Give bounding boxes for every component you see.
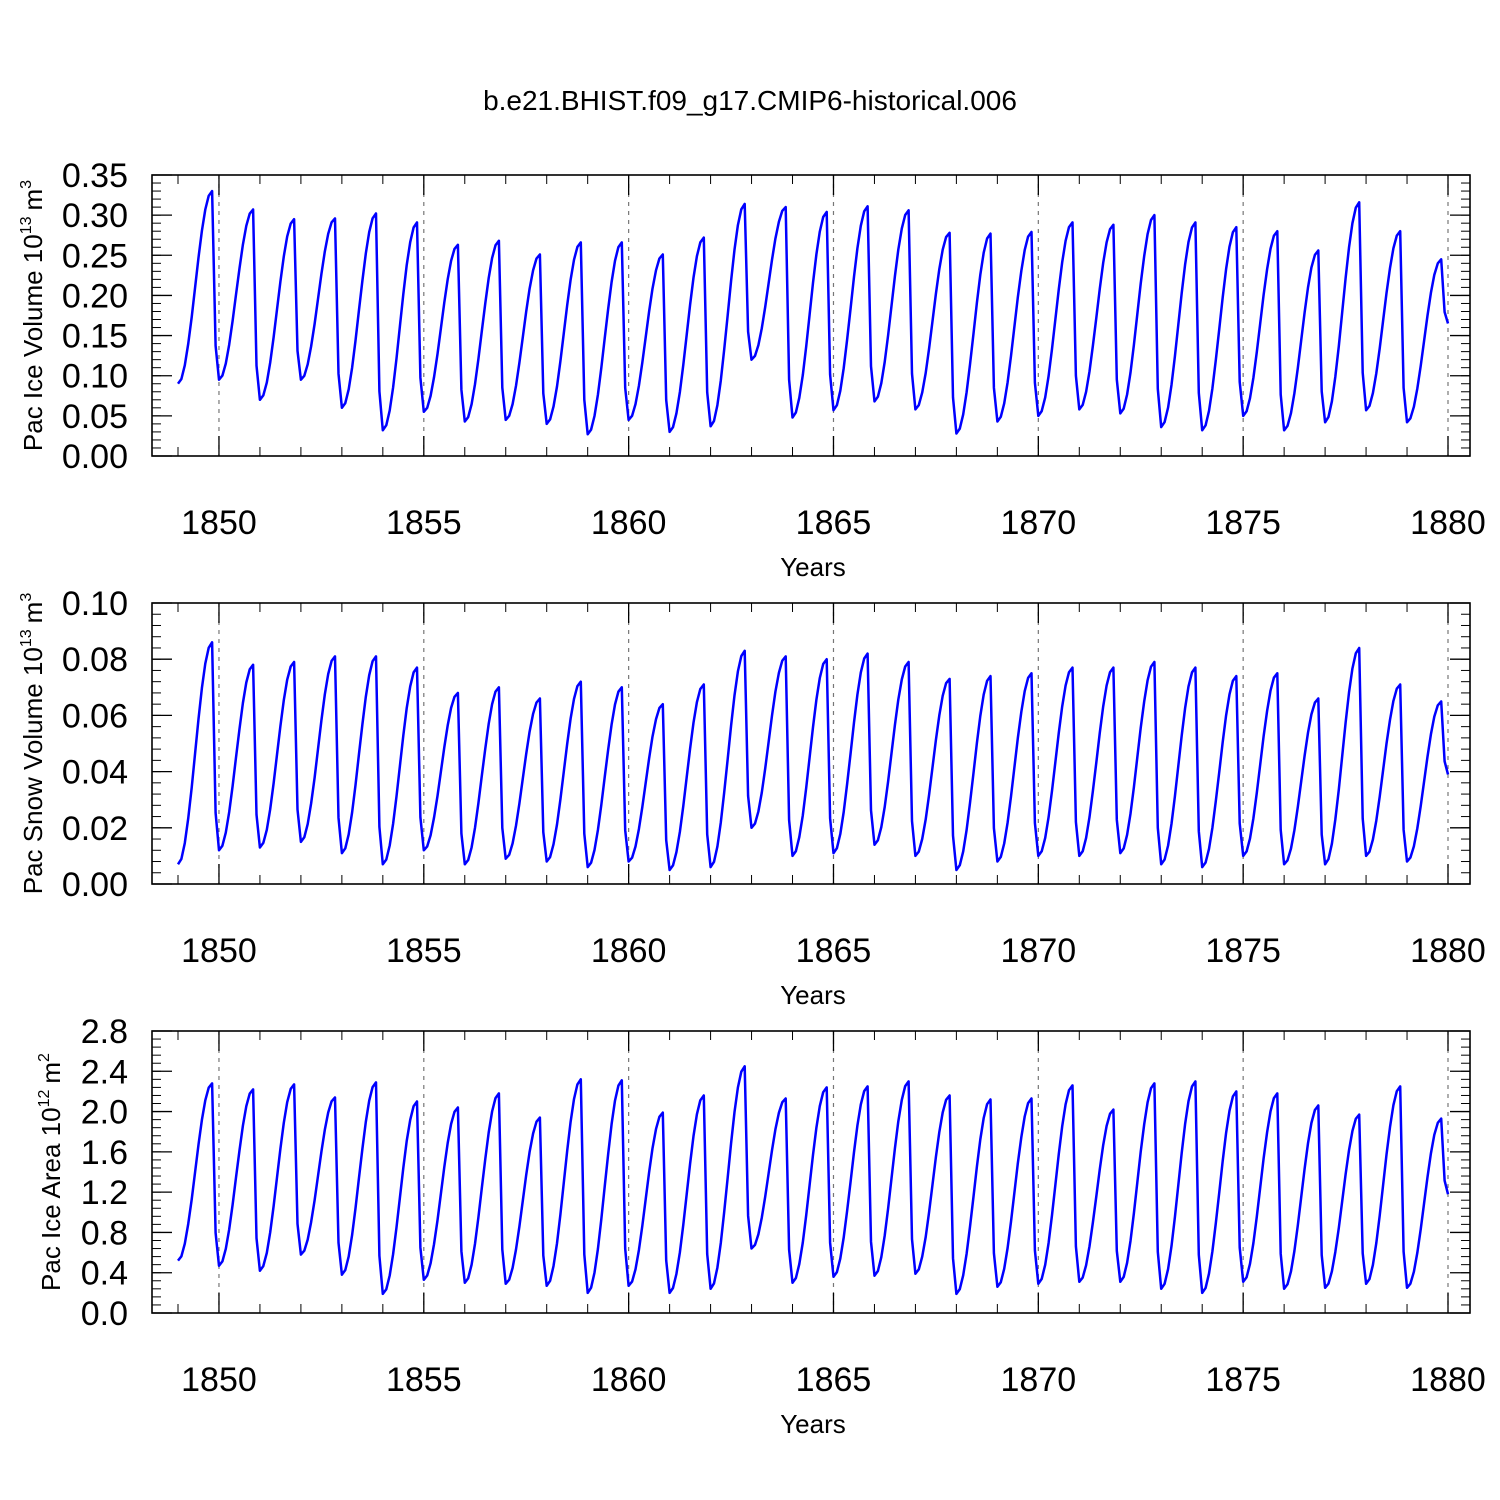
y-axis-label-exponent: 12 bbox=[36, 1090, 53, 1108]
x-tick-label: 1865 bbox=[796, 504, 872, 542]
y-tick-label: 0.00 bbox=[62, 438, 128, 476]
y-axis-label: Pac Ice Volume 1013 m3 bbox=[18, 180, 48, 451]
y-axis-label-unit: m bbox=[18, 189, 48, 211]
x-tick-labels: 1850 1855 1860 1865 1870 1875 1880 bbox=[181, 932, 1486, 970]
x-axis-label: Years bbox=[780, 980, 846, 1010]
ice-volume-series-line bbox=[176, 189, 1450, 436]
y-axis-label-main: Pac Ice Area 10 bbox=[36, 1107, 66, 1291]
x-tick-label: 1875 bbox=[1205, 1361, 1281, 1399]
x-tick-label: 1865 bbox=[796, 1361, 872, 1399]
y-tick-label: 0.35 bbox=[62, 157, 128, 195]
major-ticks bbox=[152, 174, 1470, 457]
x-tick-labels: 1850 1855 1860 1865 1870 1875 1880 bbox=[181, 1361, 1486, 1399]
x-tick-label: 1870 bbox=[1001, 504, 1077, 542]
y-tick-label: 2.0 bbox=[81, 1094, 128, 1132]
y-axis-label-exponent: 13 bbox=[18, 216, 35, 234]
plot-frame bbox=[151, 602, 1471, 885]
y-tick-label: 0.05 bbox=[62, 398, 128, 436]
major-ticks bbox=[152, 1030, 1470, 1314]
y-tick-labels: 0.00 0.02 0.04 0.06 0.08 0.10 bbox=[62, 585, 128, 904]
x-axis-label: Years bbox=[780, 1409, 846, 1439]
x-axis-label: Years bbox=[780, 552, 846, 582]
x-tick-label: 1850 bbox=[181, 1361, 257, 1399]
snow-volume-series-line bbox=[176, 641, 1450, 872]
y-tick-label: 0.10 bbox=[62, 358, 128, 396]
y-axis-label-unit-exponent: 3 bbox=[18, 593, 35, 602]
x-tick-label: 1880 bbox=[1410, 504, 1486, 542]
vertical-grid bbox=[218, 175, 1449, 456]
y-axis-label-unit: m bbox=[18, 602, 48, 624]
y-axis-label-unit-exponent: 3 bbox=[18, 180, 35, 189]
y-tick-label: 0.25 bbox=[62, 237, 128, 275]
y-tick-label: 0.06 bbox=[62, 697, 128, 735]
y-tick-label: 0.30 bbox=[62, 197, 128, 235]
y-tick-labels: 0.000.050.100.150.200.250.300.35 bbox=[62, 157, 128, 476]
y-axis-label: Pac Snow Volume 1013 m3 bbox=[18, 593, 48, 895]
y-tick-label: 0.4 bbox=[81, 1255, 128, 1293]
y-axis-label-unit: m bbox=[36, 1062, 66, 1084]
x-tick-label: 1855 bbox=[386, 1361, 462, 1399]
y-axis-label-unit-exponent: 2 bbox=[36, 1053, 53, 1062]
x-tick-label: 1865 bbox=[796, 932, 872, 970]
y-axis-label-exponent: 13 bbox=[18, 629, 35, 647]
y-tick-label: 0.02 bbox=[62, 810, 128, 848]
ice-area-panel: 1850 1855 1860 1865 1870 1875 1880 0.00.40.81.… bbox=[36, 1013, 1486, 1439]
y-tick-label: 1.6 bbox=[81, 1134, 128, 1172]
x-tick-label: 1880 bbox=[1410, 932, 1486, 970]
minor-ticks bbox=[152, 174, 1470, 457]
y-tick-label: 1.2 bbox=[81, 1174, 128, 1212]
y-tick-label: 0.10 bbox=[62, 585, 128, 623]
y-tick-label: 0.15 bbox=[62, 318, 128, 356]
x-tick-label: 1855 bbox=[386, 932, 462, 970]
y-tick-label: 0.00 bbox=[62, 866, 128, 904]
figure-title: b.e21.BHIST.f09_g17.CMIP6-historical.006 bbox=[483, 85, 1017, 116]
y-axis-label-main: Pac Ice Volume 10 bbox=[18, 234, 48, 451]
y-tick-labels: 0.00.40.81.21.62.02.42.8 bbox=[81, 1013, 128, 1333]
x-tick-label: 1875 bbox=[1205, 504, 1281, 542]
y-tick-label: 0.08 bbox=[62, 641, 128, 679]
y-tick-label: 0.04 bbox=[62, 754, 128, 792]
plot-frame bbox=[151, 1030, 1471, 1314]
y-axis-label-main: Pac Snow Volume 10 bbox=[18, 647, 48, 894]
x-tick-labels: 1850 1855 1860 1865 1870 1875 1880 bbox=[181, 504, 1486, 542]
y-tick-label: 0.8 bbox=[81, 1214, 128, 1252]
y-axis-label: Pac Ice Area 1012 m2 bbox=[36, 1053, 66, 1291]
x-tick-label: 1870 bbox=[1001, 1361, 1077, 1399]
y-tick-label: 0.20 bbox=[62, 277, 128, 315]
x-tick-label: 1860 bbox=[591, 932, 667, 970]
x-tick-label: 1860 bbox=[591, 1361, 667, 1399]
x-tick-label: 1850 bbox=[181, 504, 257, 542]
x-tick-label: 1875 bbox=[1205, 932, 1281, 970]
y-tick-label: 0.0 bbox=[81, 1295, 128, 1333]
plot-frame bbox=[151, 174, 1471, 457]
x-tick-label: 1855 bbox=[386, 504, 462, 542]
ice-area-series-line bbox=[177, 1065, 1450, 1296]
vertical-grid bbox=[218, 603, 1449, 884]
x-tick-label: 1880 bbox=[1410, 1361, 1486, 1399]
x-tick-label: 1850 bbox=[181, 932, 257, 970]
y-tick-label: 2.4 bbox=[81, 1053, 128, 1091]
x-tick-label: 1870 bbox=[1001, 932, 1077, 970]
x-tick-label: 1860 bbox=[591, 504, 667, 542]
y-tick-label: 2.8 bbox=[81, 1013, 128, 1051]
snow-volume-panel: 1850 1855 1860 1865 1870 1875 1880 0.000.020.0… bbox=[18, 585, 1486, 1010]
ice-volume-panel: 1850 1855 1860 1865 1870 1875 1880 0.000.050.1… bbox=[18, 157, 1486, 582]
